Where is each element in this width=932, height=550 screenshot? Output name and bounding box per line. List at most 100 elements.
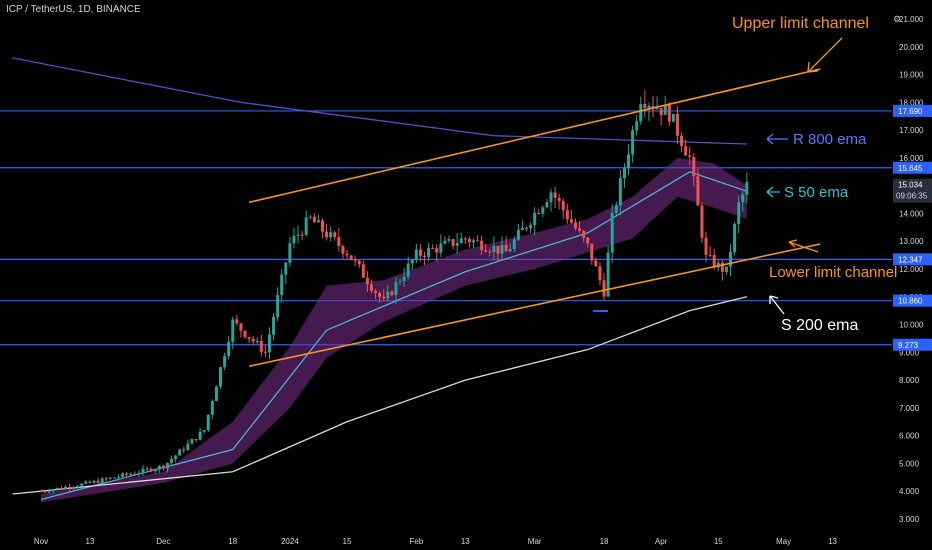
candle-body bbox=[374, 290, 378, 293]
candle-body bbox=[594, 260, 598, 267]
candle-body bbox=[190, 439, 194, 444]
candle-body bbox=[161, 466, 165, 469]
candle-body bbox=[684, 146, 688, 156]
candle-body bbox=[561, 201, 565, 211]
current-price-tag bbox=[893, 178, 932, 203]
annotation-arrow bbox=[807, 37, 843, 73]
candle-body bbox=[194, 439, 198, 441]
price-tick-label: 17.000 bbox=[899, 126, 924, 135]
candle-body bbox=[312, 216, 316, 223]
candle-body bbox=[300, 234, 304, 236]
candle-body bbox=[582, 230, 586, 238]
candle-body bbox=[496, 246, 500, 254]
price-tick-label: 10.000 bbox=[899, 321, 924, 330]
candle-body bbox=[565, 210, 569, 220]
candle-body bbox=[741, 194, 745, 203]
candle-body bbox=[247, 337, 251, 339]
candle-body bbox=[480, 240, 484, 251]
candle-body bbox=[631, 130, 635, 155]
time-tick-label: 18 bbox=[228, 537, 237, 546]
candle-body bbox=[121, 473, 125, 477]
candle-body bbox=[235, 319, 239, 324]
candle-body bbox=[402, 276, 406, 282]
candle-body bbox=[243, 330, 247, 338]
channel-lower-line bbox=[248, 243, 821, 368]
candle-body bbox=[586, 237, 590, 244]
time-tick-label: 2024 bbox=[281, 537, 299, 546]
candle-body bbox=[704, 237, 708, 255]
candle-body bbox=[423, 255, 427, 257]
time-tick-label: Apr bbox=[655, 537, 668, 546]
annotation-label: S 50 ema bbox=[784, 184, 849, 201]
candle-body bbox=[712, 255, 716, 268]
candle-body bbox=[663, 104, 667, 116]
candle-body bbox=[451, 239, 455, 246]
candle-body bbox=[688, 155, 692, 157]
candle-body bbox=[529, 224, 533, 228]
candle-body bbox=[55, 487, 59, 490]
candle-body bbox=[667, 104, 671, 122]
ema-line-200 bbox=[12, 296, 747, 495]
time-tick-label: 13 bbox=[461, 537, 470, 546]
annotation-arrow bbox=[769, 295, 785, 315]
price-tick-label: 21.000 bbox=[899, 15, 924, 24]
candle-body bbox=[590, 243, 594, 261]
candle-body bbox=[439, 243, 443, 253]
candle-body bbox=[643, 104, 647, 108]
time-tick-label: 13 bbox=[86, 537, 95, 546]
candle-body bbox=[484, 250, 488, 252]
candle-body bbox=[476, 240, 480, 242]
candle-body bbox=[467, 238, 471, 243]
candle-body bbox=[117, 476, 121, 478]
candle-body bbox=[365, 277, 369, 285]
level-price-tag bbox=[893, 253, 932, 266]
level-price-tag bbox=[893, 104, 932, 117]
candle-body bbox=[410, 259, 414, 264]
candle-body bbox=[304, 217, 308, 235]
candle-body bbox=[325, 231, 329, 238]
candle-body bbox=[182, 449, 186, 451]
candle-body bbox=[263, 351, 267, 353]
candle-body bbox=[659, 108, 663, 116]
gear-icon[interactable]: ⚙ bbox=[893, 14, 902, 24]
price-tick-label: 12.000 bbox=[899, 265, 924, 274]
time-tick-label: Nov bbox=[34, 537, 48, 546]
candle-body bbox=[537, 213, 541, 215]
candle-body bbox=[170, 459, 174, 463]
candle-body bbox=[382, 296, 386, 299]
annotation-label: Lower limit channel bbox=[769, 264, 897, 281]
time-tick-label: 15 bbox=[714, 537, 723, 546]
candle-body bbox=[284, 262, 288, 275]
candle-body bbox=[251, 338, 255, 342]
candle-body bbox=[321, 220, 325, 232]
candle-body bbox=[471, 240, 475, 243]
candle-body bbox=[406, 263, 410, 277]
candle-body bbox=[63, 486, 67, 489]
candle-body bbox=[100, 478, 104, 483]
candle-body bbox=[512, 239, 516, 250]
candle-body bbox=[431, 247, 435, 249]
candle-body bbox=[680, 135, 684, 147]
level-price-label: 17.690 bbox=[898, 107, 923, 116]
candle-body bbox=[655, 108, 659, 110]
candle-body bbox=[231, 319, 235, 342]
candle-body bbox=[206, 414, 210, 431]
level-price-tag bbox=[893, 161, 932, 174]
candle-body bbox=[108, 477, 112, 479]
price-tick-label: 8.000 bbox=[899, 376, 920, 385]
candle-body bbox=[557, 197, 561, 202]
candle-body bbox=[76, 486, 80, 488]
candle-body bbox=[618, 178, 622, 206]
candle-body bbox=[598, 266, 602, 281]
candle-body bbox=[573, 222, 577, 229]
channel-upper-line bbox=[248, 68, 821, 204]
candle-body bbox=[508, 249, 512, 252]
candle-body bbox=[724, 266, 728, 272]
candle-body bbox=[227, 341, 231, 357]
level-price-tag bbox=[893, 294, 932, 307]
candle-body bbox=[337, 237, 341, 246]
candle-body bbox=[614, 205, 618, 213]
candle-body bbox=[414, 249, 418, 260]
candle-body bbox=[80, 483, 84, 487]
